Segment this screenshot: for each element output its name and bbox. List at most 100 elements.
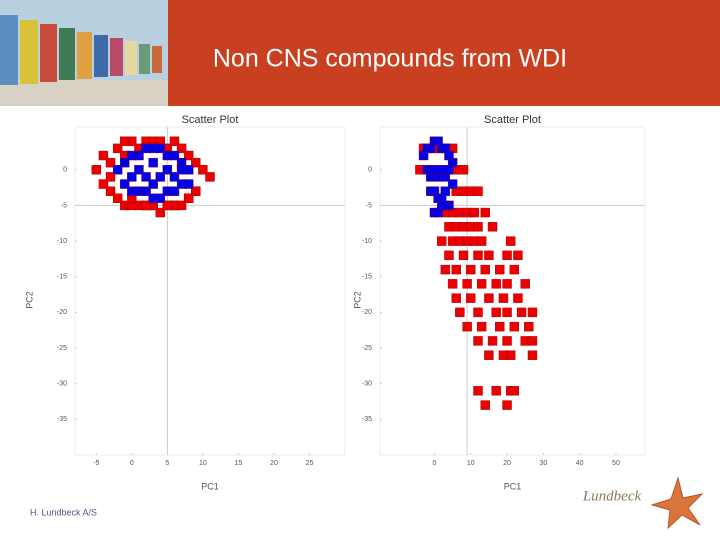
point: [458, 250, 469, 261]
y-tick-label: -15: [57, 274, 67, 281]
point: [112, 165, 123, 175]
point: [513, 293, 523, 303]
y-tick-label: -35: [362, 416, 372, 423]
x-tick-label: 10: [199, 460, 207, 467]
point: [473, 386, 483, 396]
point: [162, 200, 173, 211]
x-tick-label: 50: [612, 460, 620, 467]
point: [169, 136, 180, 146]
point: [120, 179, 130, 189]
point: [169, 172, 180, 182]
point: [198, 165, 208, 175]
point: [502, 336, 512, 346]
y-tick-label: -30: [362, 381, 372, 388]
point: [98, 150, 109, 161]
x-tick-label: 20: [503, 460, 511, 467]
logo-text: Lundbeck: [582, 488, 642, 504]
point: [134, 165, 144, 175]
logo-star: [650, 476, 704, 530]
point: [473, 336, 483, 346]
point: [183, 193, 194, 204]
point: [191, 186, 201, 196]
point: [480, 264, 490, 275]
y-tick-label: 0: [63, 167, 67, 174]
point: [491, 279, 501, 289]
point: [183, 150, 194, 161]
point: [141, 172, 151, 182]
point: [205, 172, 215, 182]
point: [509, 321, 520, 332]
point: [134, 150, 144, 161]
point: [484, 293, 494, 303]
point: [155, 172, 165, 182]
point: [520, 279, 530, 289]
point: [176, 165, 187, 175]
point: [183, 179, 194, 189]
point: [476, 279, 487, 289]
point: [480, 207, 490, 218]
point: [476, 321, 487, 332]
y-axis-label: PC2: [24, 291, 34, 309]
point: [527, 336, 538, 346]
y-tick-label: 0: [368, 167, 372, 174]
point: [447, 179, 458, 189]
point: [505, 350, 516, 360]
point: [462, 279, 472, 289]
point: [455, 307, 465, 318]
x-tick-label: 10: [467, 460, 475, 467]
point: [466, 293, 476, 303]
point: [440, 264, 451, 275]
point: [487, 222, 498, 232]
point: [473, 186, 483, 196]
y-tick-label: -30: [57, 381, 67, 388]
point: [473, 307, 483, 318]
point: [162, 165, 173, 175]
point: [451, 264, 461, 275]
point: [444, 165, 454, 175]
point: [120, 157, 130, 168]
chart-title: Scatter Plot: [484, 114, 541, 126]
point: [502, 400, 512, 410]
slide-title: Non CNS compounds from WDI: [213, 45, 567, 73]
x-tick-label: 25: [306, 460, 314, 467]
point: [480, 400, 490, 410]
point: [502, 279, 512, 289]
x-tick-label: 20: [270, 460, 278, 467]
point: [105, 186, 116, 196]
point: [127, 172, 137, 182]
y-tick-label: -5: [366, 202, 372, 209]
x-tick-label: 5: [165, 460, 169, 467]
point: [469, 207, 480, 218]
point: [120, 136, 130, 146]
point: [473, 250, 483, 261]
footer: H. Lundbeck A/S: [30, 507, 97, 517]
point: [91, 165, 102, 175]
point: [141, 186, 151, 196]
y-tick-label: -10: [57, 238, 67, 245]
header-band: [168, 0, 720, 106]
x-tick-label: 30: [539, 460, 547, 467]
point: [495, 264, 505, 275]
x-axis-label: PC1: [504, 481, 522, 491]
point: [473, 222, 483, 232]
x-tick-label: 40: [576, 460, 584, 467]
point: [444, 250, 454, 261]
y-tick-label: -10: [362, 238, 372, 245]
plot-area: [74, 126, 346, 456]
point: [148, 179, 158, 189]
point: [513, 250, 523, 261]
point: [98, 179, 109, 189]
point: [484, 350, 494, 360]
x-tick-label: 0: [432, 460, 436, 467]
point: [527, 307, 538, 318]
point: [141, 200, 151, 211]
point: [491, 386, 501, 396]
y-tick-label: -25: [362, 345, 372, 352]
y-tick-label: -5: [61, 202, 67, 209]
point: [155, 207, 165, 218]
point: [484, 250, 494, 261]
point: [440, 186, 451, 196]
point: [491, 307, 501, 318]
